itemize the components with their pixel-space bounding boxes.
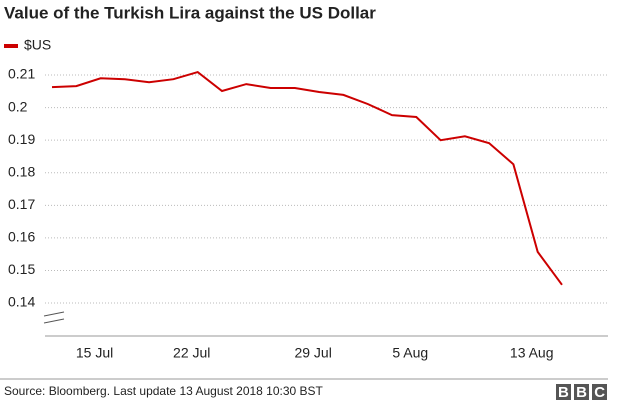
chart-title: Value of the Turkish Lira against the US… [4,3,376,22]
y-tick-label: 0.14 [8,294,35,310]
x-tick-label: 15 Jul [76,345,113,361]
logo-text: BBC [558,384,612,401]
x-tick-label: 5 Aug [392,345,428,361]
source: Source: Bloomberg. Last update 13 August… [4,384,324,398]
axis-break [43,311,65,317]
y-tick-label: 0.18 [8,163,35,179]
y-tick-label: 0.2 [8,98,28,114]
x-tick-label: 29 Jul [294,345,331,361]
legend-swatch [4,44,18,48]
logo [556,384,607,400]
legend-label: $US [24,37,51,53]
y-tick-label: 0.15 [8,261,35,277]
x-tick-label: 22 Jul [173,345,210,361]
y-tick-label: 0.17 [8,196,35,212]
line [51,70,563,286]
y-tick-label: 0.19 [8,131,35,147]
y-tick-label: 0.21 [8,66,35,82]
y-tick-label: 0.16 [8,229,35,245]
x-tick-label: 13 Aug [510,345,554,361]
axis-break [43,318,65,324]
